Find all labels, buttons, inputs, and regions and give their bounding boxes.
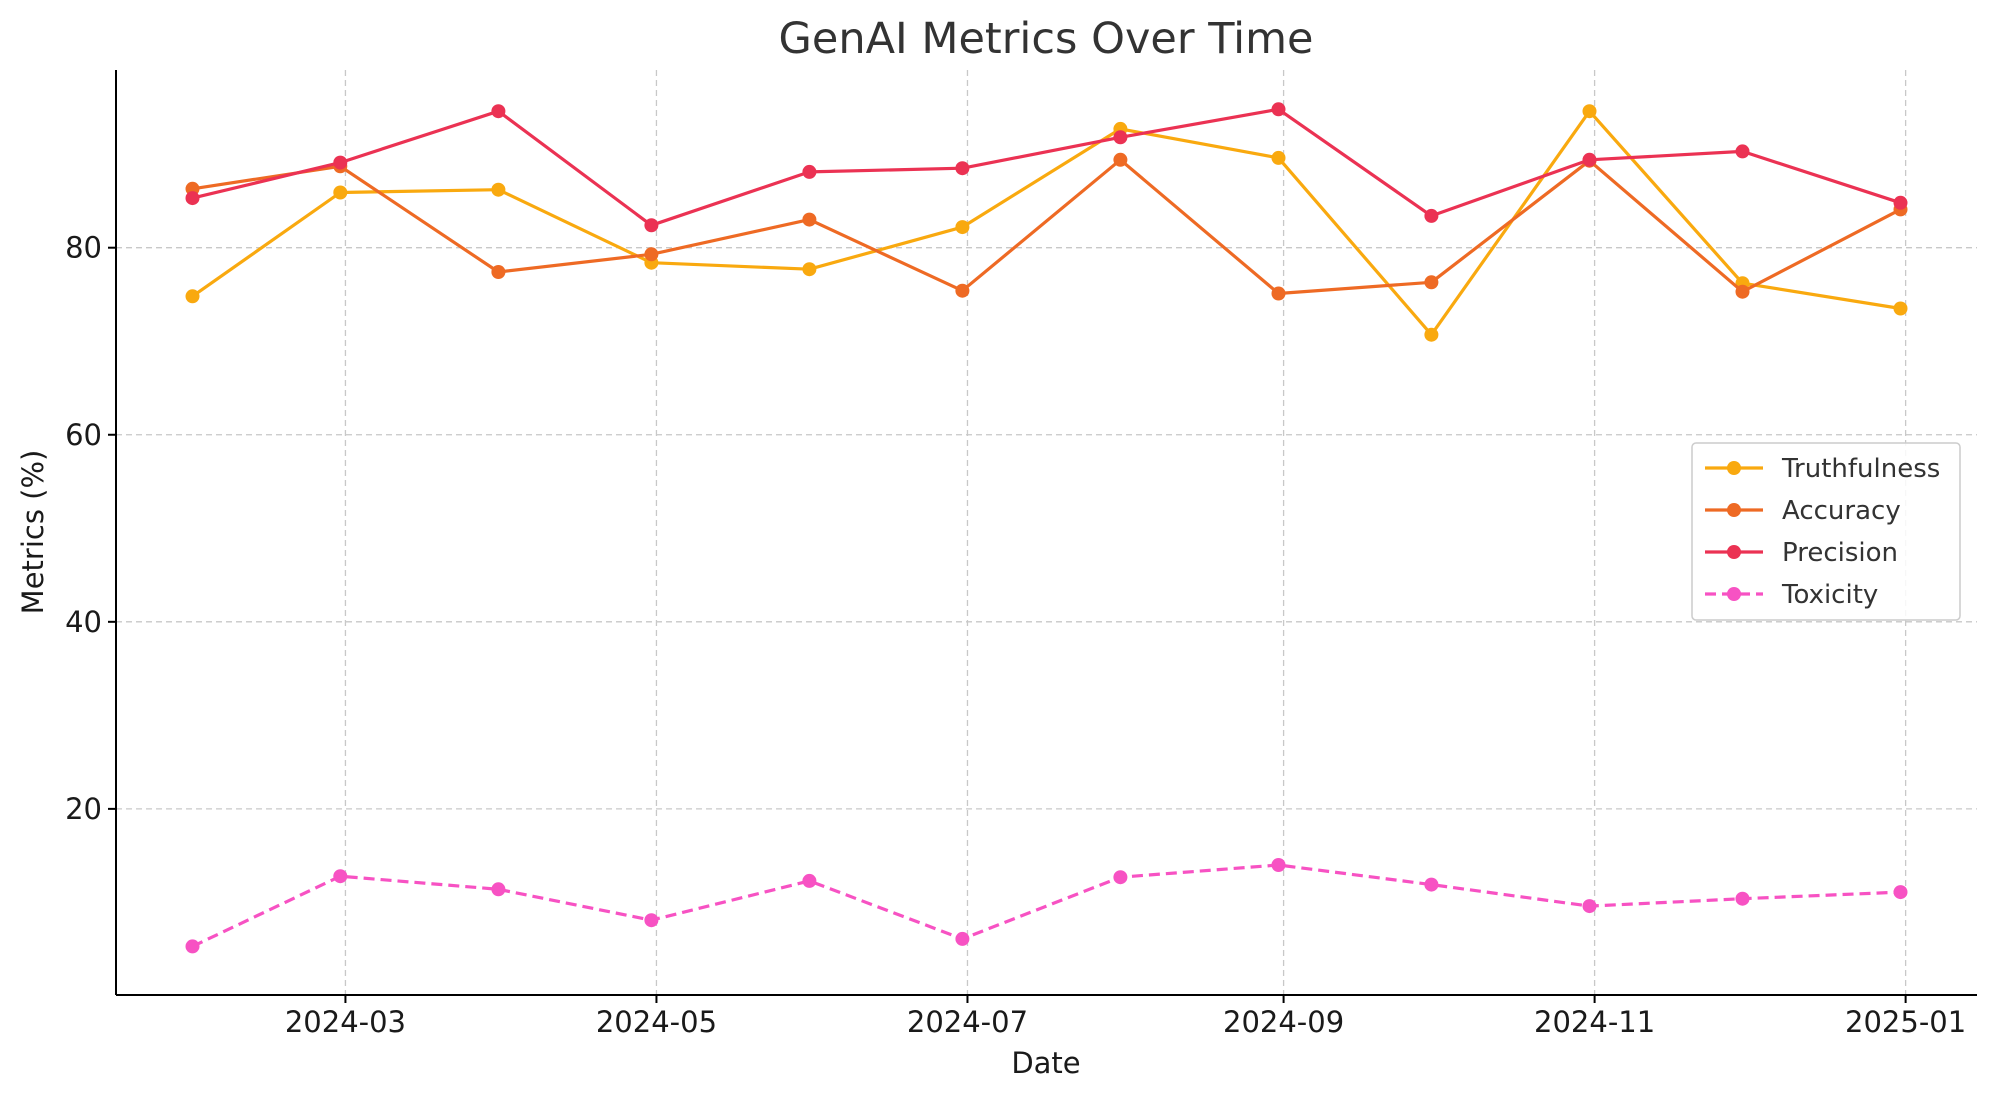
data-point: [1113, 130, 1128, 145]
legend-entry: Precision: [1705, 538, 1898, 568]
data-point: [185, 191, 200, 206]
data-point: [1735, 144, 1750, 159]
x-tick-label: 2024-09: [1223, 1005, 1344, 1039]
data-point: [491, 882, 506, 897]
y-tick-label: 80: [65, 231, 102, 265]
data-point: [491, 182, 506, 197]
data-point: [1582, 104, 1597, 119]
data-point: [955, 220, 970, 235]
data-point: [955, 931, 970, 946]
data-point: [1735, 284, 1750, 299]
data-point: [1582, 899, 1597, 914]
data-point: [1424, 327, 1439, 342]
data-point: [333, 185, 348, 200]
data-point: [955, 283, 970, 298]
series-toxicity: [185, 858, 1908, 954]
data-point: [802, 164, 817, 179]
data-point: [333, 155, 348, 170]
x-tick-label: 2024-03: [285, 1005, 406, 1039]
x-tick-label: 2024-05: [596, 1005, 717, 1039]
legend-entry: Truthfulness: [1705, 454, 1940, 484]
legend-entry: Toxicity: [1705, 580, 1878, 610]
series-line: [191, 863, 1901, 948]
x-tick-label: 2024-07: [907, 1005, 1028, 1039]
y-tick-label: 20: [65, 792, 102, 826]
series-line: [192, 158, 1902, 296]
legend-marker: [1727, 545, 1741, 559]
data-point: [1424, 208, 1439, 223]
data-point: [1424, 877, 1439, 892]
legend-label: Truthfulness: [1781, 454, 1940, 484]
data-point: [644, 218, 659, 233]
data-point: [1893, 195, 1908, 210]
ticks: 20 40 60 80 2024-03 2024-05 2024-07 2024-09 2024…: [65, 231, 1966, 1039]
data-point: [491, 104, 506, 119]
data-point: [1113, 152, 1128, 167]
data-point: [1271, 150, 1286, 165]
legend-marker: [1727, 461, 1741, 475]
data-point: [1893, 301, 1908, 316]
data-point: [955, 161, 970, 176]
data-point: [802, 262, 817, 277]
data-point: [333, 869, 348, 884]
legend-label: Toxicity: [1781, 580, 1878, 610]
series-layer: [185, 102, 1908, 954]
legend-entry: Accuracy: [1705, 496, 1901, 526]
data-point: [802, 212, 817, 227]
x-axis-title: Date: [1011, 1046, 1080, 1080]
data-point: [644, 913, 659, 928]
data-point: [185, 939, 200, 954]
y-tick-label: 60: [65, 418, 102, 452]
data-point: [185, 289, 200, 304]
data-point: [1113, 870, 1128, 885]
legend-marker: [1727, 503, 1741, 517]
legend-label: Precision: [1782, 538, 1898, 568]
data-point: [644, 247, 659, 262]
data-point: [1271, 102, 1286, 117]
series-line: [192, 107, 1901, 227]
data-point: [1893, 885, 1908, 900]
x-tick-label: 2025-01: [1845, 1005, 1966, 1039]
chart-title: GenAI Metrics Over Time: [779, 14, 1314, 64]
series-truthfulness: [185, 104, 1908, 342]
axes: [115, 70, 1977, 996]
legend-label: Accuracy: [1782, 496, 1901, 526]
series-precision: [185, 102, 1908, 233]
data-point: [1424, 275, 1439, 290]
legend-marker: [1727, 587, 1741, 601]
y-tick-label: 40: [65, 605, 102, 639]
y-axis-title: Metrics (%): [16, 450, 50, 615]
data-point: [491, 265, 506, 279]
data-point: [1271, 858, 1286, 872]
series-line: [191, 109, 1901, 337]
legend: Truthfulness Accuracy Precision Toxicity: [1691, 442, 1961, 621]
data-point: [802, 873, 817, 888]
data-point: [1582, 152, 1597, 167]
data-point: [1271, 286, 1286, 301]
data-point: [1735, 891, 1750, 906]
x-tick-label: 2024-11: [1534, 1005, 1655, 1039]
legend-box: [1691, 442, 1961, 621]
